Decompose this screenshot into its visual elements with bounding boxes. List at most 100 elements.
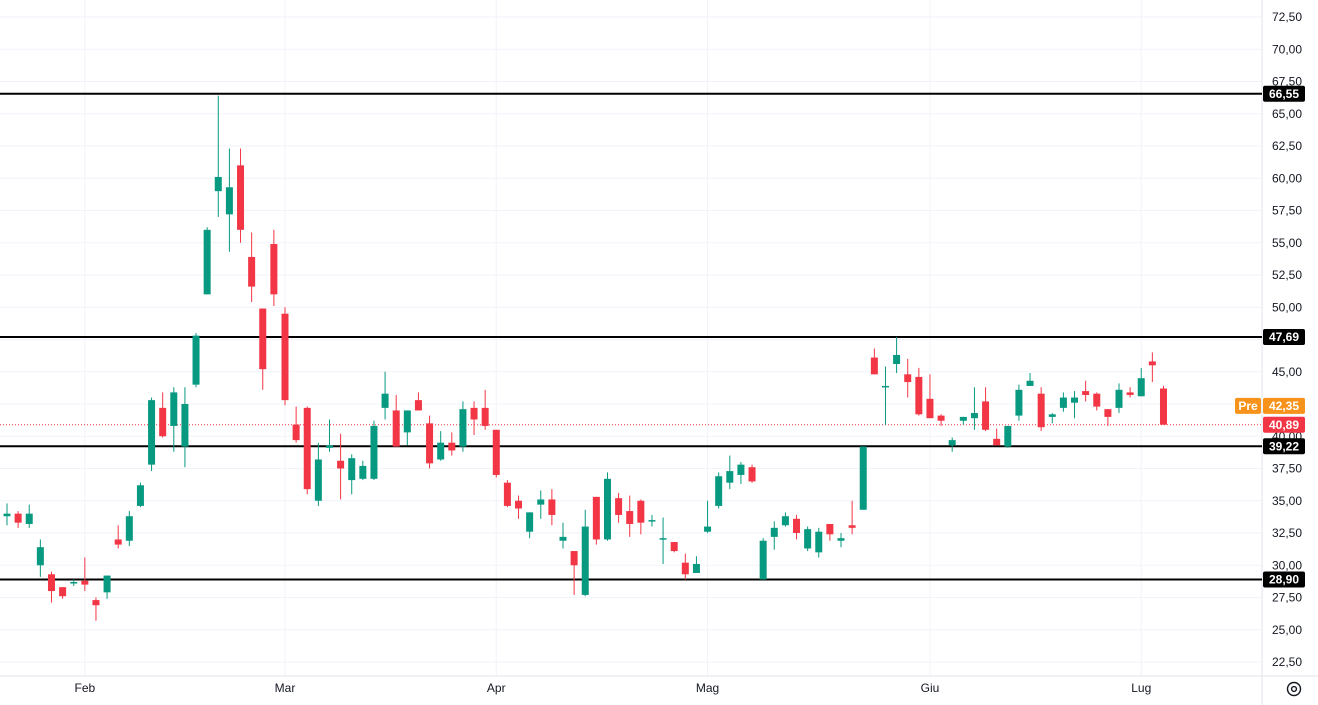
candle — [270, 229, 278, 306]
candle-body — [1048, 414, 1056, 417]
candle-body — [47, 574, 55, 592]
y-tick-label: 35,00 — [1272, 494, 1302, 508]
candle-body — [503, 482, 511, 506]
candle — [859, 446, 867, 510]
candle — [1093, 392, 1101, 411]
candle — [437, 431, 445, 461]
candle — [815, 527, 823, 558]
candle-body — [237, 165, 245, 230]
candle-body — [526, 512, 534, 532]
candle — [92, 597, 100, 621]
candle — [581, 509, 589, 597]
candle — [748, 464, 756, 483]
candle-body — [826, 523, 834, 535]
candle-body — [292, 424, 300, 441]
candle-body — [36, 547, 44, 566]
candle — [526, 512, 534, 539]
candle-body — [615, 498, 623, 515]
candle — [281, 307, 289, 406]
candle-body — [603, 478, 611, 540]
candle-body — [1093, 393, 1101, 407]
candle-body — [337, 460, 345, 469]
candle-body — [715, 476, 723, 506]
x-tick-label: Lug — [1131, 681, 1151, 695]
candle-body — [1004, 425, 1012, 447]
candle — [181, 387, 189, 468]
candle-body — [970, 413, 978, 419]
candle-body — [81, 580, 89, 585]
candle — [1104, 409, 1112, 426]
candle — [548, 489, 556, 526]
candle-body — [92, 600, 100, 606]
candle — [3, 503, 11, 526]
candle-body — [414, 400, 422, 411]
candle-body — [559, 536, 567, 541]
y-tick-label: 52,50 — [1272, 268, 1302, 282]
candle — [615, 493, 623, 523]
candle — [793, 514, 801, 540]
candle — [403, 410, 411, 446]
candle-body — [759, 540, 767, 580]
candle-body — [1059, 397, 1067, 408]
candle — [926, 374, 934, 419]
pre-market-label-badge: Pre — [1235, 397, 1261, 414]
pre-market-badge-bg — [1263, 397, 1305, 414]
candle — [1004, 425, 1012, 448]
candle-body — [492, 429, 500, 475]
candle — [948, 437, 956, 452]
candle — [659, 517, 667, 564]
candle-body — [804, 529, 812, 549]
candle — [448, 432, 456, 456]
candle-body — [1037, 393, 1045, 428]
level-badge-text: 66,55 — [1269, 87, 1299, 101]
candle — [915, 367, 923, 416]
y-tick-label: 25,00 — [1272, 623, 1302, 637]
candle-body — [848, 525, 856, 528]
candle-body — [815, 531, 823, 553]
candle — [570, 551, 578, 595]
candle — [314, 442, 322, 506]
candle-body — [793, 518, 801, 533]
horizontal-levels[interactable] — [0, 92, 1262, 581]
candle-body — [103, 575, 111, 593]
candle — [770, 521, 778, 550]
level-badge-bg — [1263, 571, 1305, 588]
gear-icon[interactable] — [1284, 679, 1304, 699]
candle — [47, 571, 55, 603]
candle-body — [959, 416, 967, 421]
candle — [704, 500, 712, 533]
candle — [259, 308, 267, 390]
candle-body — [303, 407, 311, 490]
candle — [626, 495, 634, 537]
candle — [303, 406, 311, 495]
candle — [848, 500, 856, 535]
candle — [1082, 380, 1090, 402]
candle-body — [448, 442, 456, 451]
candle — [1048, 413, 1056, 424]
candle-body — [259, 308, 267, 370]
candle-body — [359, 465, 367, 479]
candle — [781, 512, 789, 527]
candle-body — [770, 527, 778, 537]
candle — [370, 420, 378, 481]
candle-body — [548, 499, 556, 515]
candle-body — [993, 438, 1001, 446]
x-tick-label: Mar — [275, 681, 296, 695]
y-tick-label: 27,50 — [1272, 591, 1302, 605]
candle-body — [581, 526, 589, 595]
candle-body — [426, 423, 434, 464]
candle — [426, 415, 434, 469]
candle — [414, 392, 422, 411]
candle — [492, 429, 500, 478]
y-tick-label: 67,50 — [1272, 75, 1302, 89]
candle-body — [592, 496, 600, 540]
candle-body — [192, 335, 200, 385]
candle — [59, 587, 67, 599]
candle-body — [281, 313, 289, 401]
candle — [993, 428, 1001, 446]
candle-body — [1015, 389, 1023, 416]
candle-body — [748, 467, 756, 482]
candle — [125, 511, 133, 546]
candle — [248, 232, 256, 303]
